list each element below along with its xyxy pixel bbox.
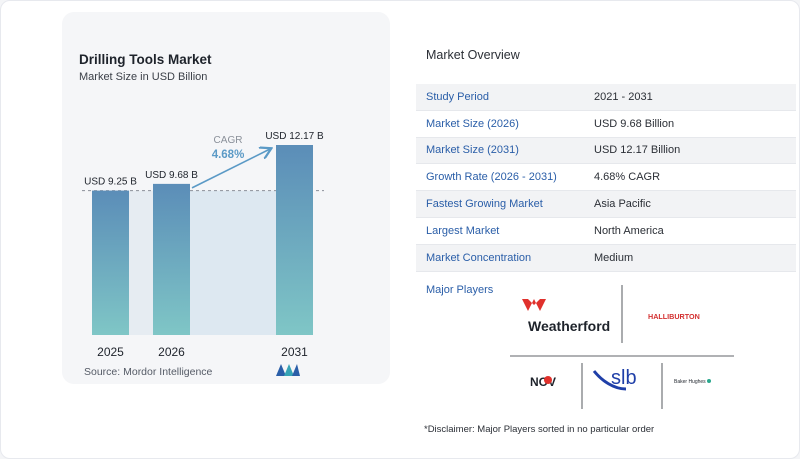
baker-hughes-logo-icon: Baker Hughes [674,379,711,385]
chart-title: Drilling Tools Market [79,52,212,67]
table-row: Largest Market North America [416,218,796,245]
data-label-2031: USD 12.17 B [265,131,324,142]
row-key: Market Size (2031) [426,144,519,157]
major-players-title: Major Players [426,284,494,296]
cagr-value: 4.68% [212,149,245,161]
row-value: 4.68% CAGR [594,171,661,184]
tick-label-2025: 2025 [97,345,124,359]
row-key: Fastest Growing Market [426,198,543,211]
table-row: Market Concentration Medium [416,244,796,272]
market-overview-panel: Market Overview Study Period 2021 - 2031 … [414,0,800,459]
disclaimer-note: *Disclaimer: Major Players sorted in no … [424,424,655,435]
source-note: Source: Mordor Intelligence [84,366,213,378]
halliburton-text: HALLIBURTON [648,312,700,321]
row-key: Market Size (2026) [426,117,519,130]
weatherford-logo-icon: Weatherford [522,299,610,334]
cagr-band [190,190,276,335]
row-key: Growth Rate (2026 - 2031) [426,171,557,184]
slb-logo-icon: slb [592,367,637,391]
bar-2025 [92,190,129,335]
tick-label-2031: 2031 [281,345,308,359]
bar-chart: USD 9.25 B 2025 USD 9.68 B 2026 USD 12.17 B 2… [82,131,324,359]
bar-2031 [276,145,313,335]
row-key: Market Concentration [426,251,532,264]
halliburton-logo-icon: HALLIBURTON [648,312,700,321]
row-value: 2021 - 2031 [594,90,653,103]
row-value: Medium [594,251,634,264]
bar-2026 [153,183,190,335]
row-key: Largest Market [426,224,500,237]
row-value: North America [594,224,664,237]
overview-table: Study Period 2021 - 2031 Market Size (202… [416,84,796,272]
table-row: Fastest Growing Market Asia Pacific [416,191,796,218]
row-value: Asia Pacific [594,198,651,211]
nov-logo-icon: NOV [530,375,556,389]
data-label-2026: USD 9.68 B [145,170,198,181]
chart-card: Drilling Tools Market Market Size in USD… [62,12,390,384]
row-value: USD 12.17 Billion [594,144,681,157]
mordor-logo-icon [276,364,300,376]
major-players-logos: Weatherford HALLIBURTON NOV slb Baker Hu… [510,285,734,409]
market-overview-title: Market Overview [426,48,520,62]
row-key: Study Period [426,90,489,103]
baker-hughes-text: Baker Hughes [674,379,706,385]
chart-subtitle: Market Size in USD Billion [79,71,208,83]
tick-label-2026: 2026 [158,345,185,359]
cagr-arrow [191,149,270,189]
table-row: Market Size (2031) USD 12.17 Billion [416,137,796,165]
table-row: Growth Rate (2026 - 2031) 4.68% CAGR [416,164,796,192]
row-value: USD 9.68 Billion [594,117,675,130]
table-row: Study Period 2021 - 2031 [416,84,796,111]
slb-text: slb [611,367,637,389]
weatherford-text: Weatherford [528,318,610,334]
cagr-label: CAGR [214,135,243,146]
gap-band [129,190,153,335]
nov-text: NOV [530,375,556,389]
data-label-2025: USD 9.25 B [84,177,137,188]
table-row: Market Size (2026) USD 9.68 Billion [416,111,796,138]
